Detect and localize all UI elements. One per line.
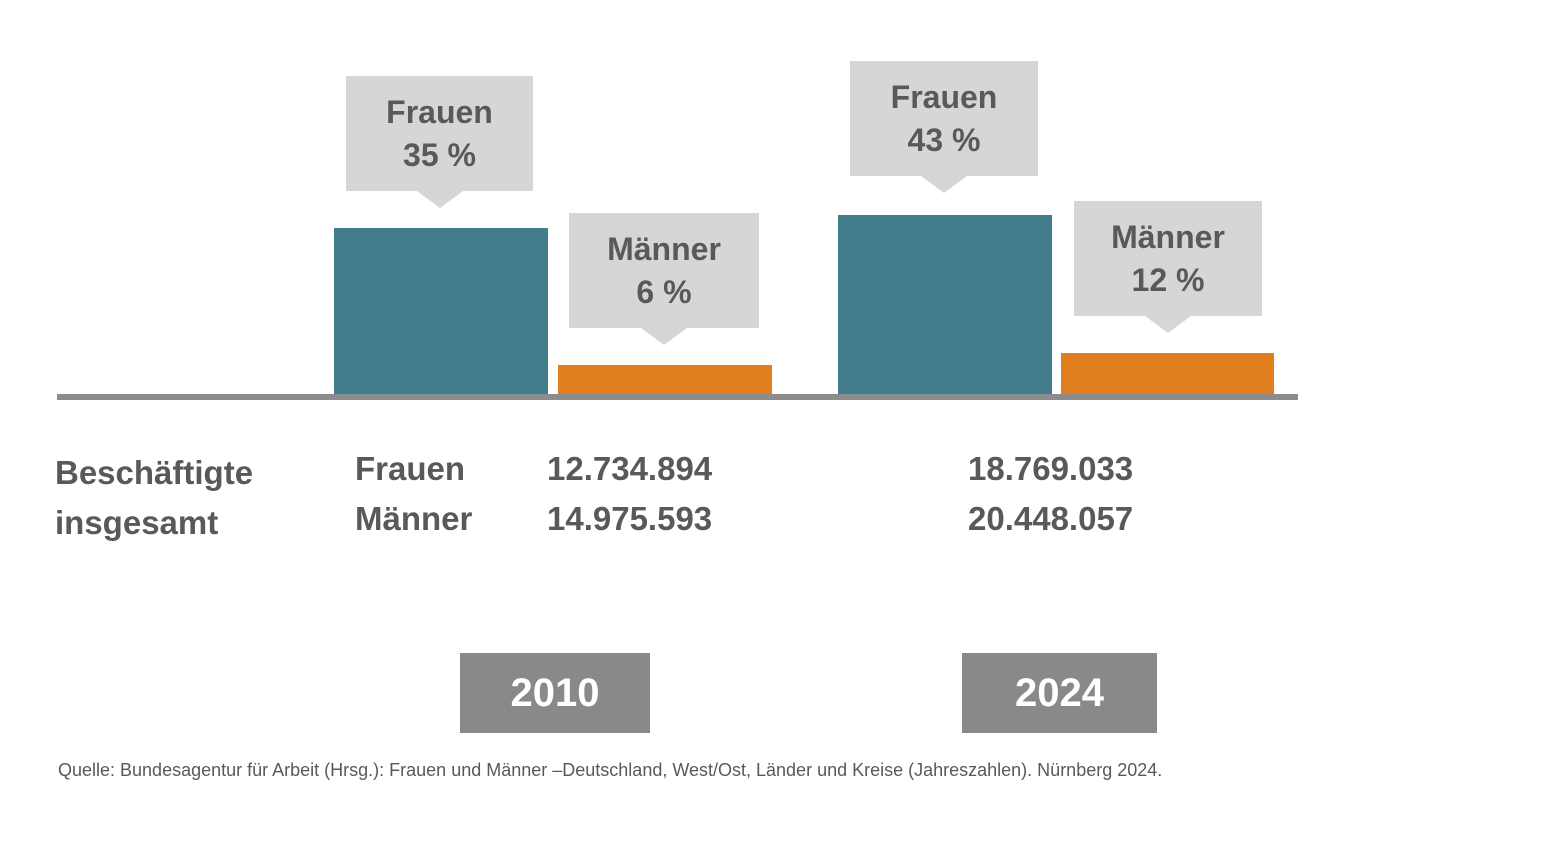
- callout-series-label: Männer: [607, 231, 721, 268]
- callout-series-label: Männer: [1111, 219, 1225, 256]
- callout-2024-maenner: Männer 12 %: [1074, 201, 1262, 316]
- callout-percent-value: 12 %: [1131, 261, 1205, 298]
- callout-percent-value: 43 %: [907, 121, 981, 158]
- bar-2024-maenner: [1061, 353, 1274, 394]
- table-row-header-line2: insgesamt: [55, 504, 219, 542]
- year-label: 2024: [1015, 670, 1104, 715]
- year-box-2010: 2010: [460, 653, 650, 733]
- callout-2010-maenner: Männer 6 %: [569, 213, 759, 328]
- callout-2010-frauen: Frauen 35 %: [346, 76, 533, 191]
- axis-baseline: [57, 394, 1298, 400]
- callout-series-label: Frauen: [890, 79, 998, 116]
- table-value-frauen-2010: 12.734.894: [547, 450, 713, 487]
- year-label: 2010: [510, 670, 600, 715]
- table-row-header-line1: Beschäftigte: [55, 454, 254, 491]
- callout-2024-frauen: Frauen 43 %: [850, 61, 1038, 176]
- table-label-maenner: Männer: [355, 500, 473, 537]
- bar-2024-frauen: [838, 215, 1052, 394]
- table-value-maenner-2024: 20.448.057: [968, 500, 1134, 537]
- callout-percent-value: 6 %: [636, 273, 692, 310]
- table-row-header: Beschäftigte insgesamt: [55, 448, 253, 548]
- bar-2010-frauen: [334, 228, 548, 394]
- callout-percent-value: 35 %: [403, 136, 476, 173]
- bar-2010-maenner: [558, 365, 772, 394]
- table-value-frauen-2024: 18.769.033: [968, 450, 1134, 487]
- source-note: Quelle: Bundesagentur für Arbeit (Hrsg.)…: [58, 760, 1163, 780]
- table-label-frauen: Frauen: [355, 450, 466, 487]
- year-box-2024: 2024: [962, 653, 1157, 733]
- callout-series-label: Frauen: [386, 94, 493, 131]
- table-value-maenner-2010: 14.975.593: [547, 500, 713, 537]
